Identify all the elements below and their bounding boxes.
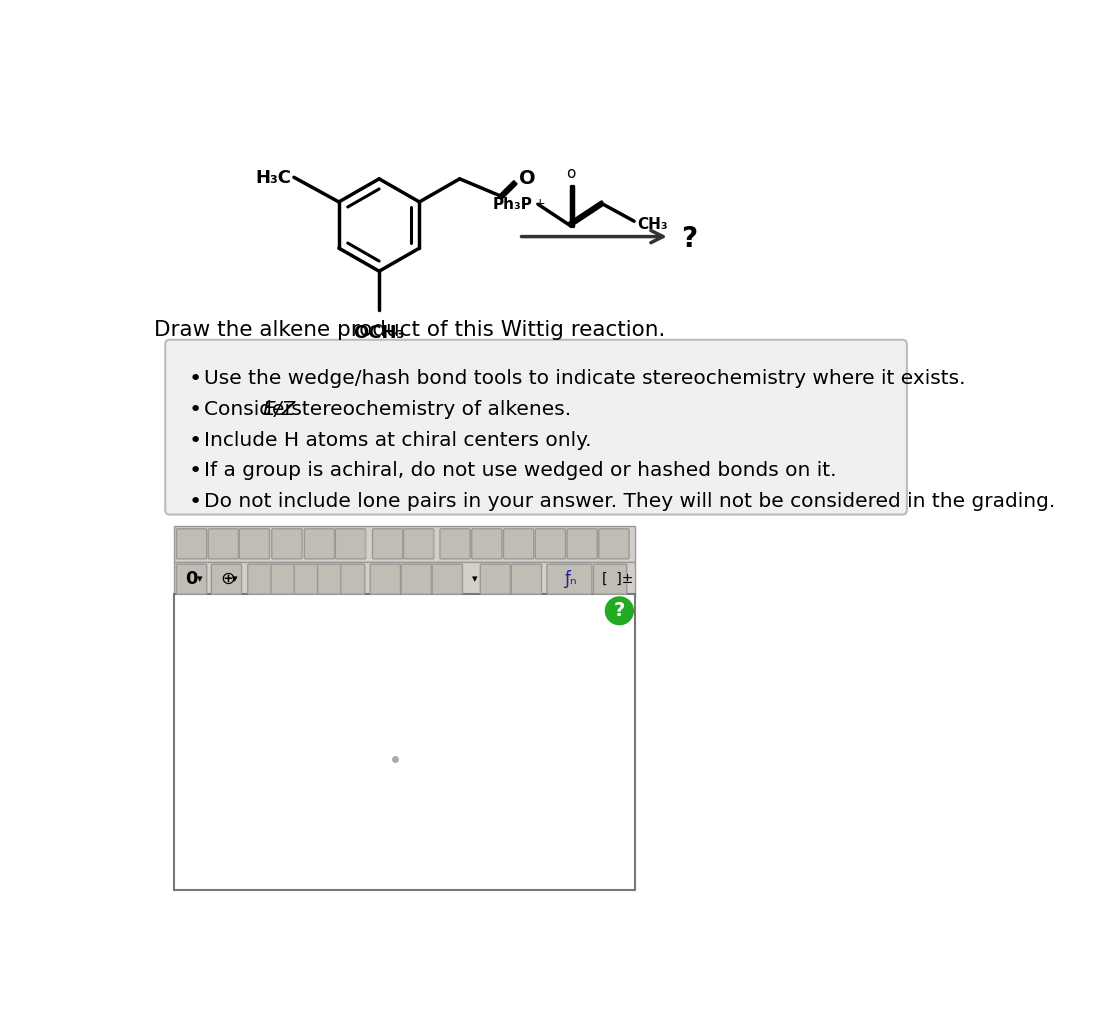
Text: ?: ? bbox=[613, 601, 625, 621]
FancyBboxPatch shape bbox=[271, 564, 296, 594]
FancyBboxPatch shape bbox=[480, 564, 510, 594]
FancyBboxPatch shape bbox=[248, 564, 272, 594]
FancyBboxPatch shape bbox=[239, 529, 270, 559]
Text: ▾: ▾ bbox=[197, 574, 202, 584]
Bar bbox=[173, 526, 634, 562]
FancyBboxPatch shape bbox=[567, 529, 598, 559]
Text: Use the wedge/hash bond tools to indicate stereochemistry where it exists.: Use the wedge/hash bond tools to indicat… bbox=[204, 369, 965, 388]
FancyBboxPatch shape bbox=[536, 529, 565, 559]
Text: ⊕: ⊕ bbox=[220, 570, 236, 588]
FancyBboxPatch shape bbox=[593, 564, 627, 594]
FancyBboxPatch shape bbox=[294, 564, 318, 594]
FancyBboxPatch shape bbox=[401, 564, 431, 594]
Text: ?: ? bbox=[681, 225, 698, 253]
FancyBboxPatch shape bbox=[547, 564, 592, 594]
FancyBboxPatch shape bbox=[432, 564, 462, 594]
FancyBboxPatch shape bbox=[372, 529, 403, 559]
Text: •: • bbox=[189, 461, 202, 481]
FancyBboxPatch shape bbox=[370, 564, 400, 594]
Bar bbox=[173, 562, 634, 597]
Text: Include H atoms at chiral centers only.: Include H atoms at chiral centers only. bbox=[204, 431, 591, 450]
FancyBboxPatch shape bbox=[211, 564, 241, 594]
Text: H₃C: H₃C bbox=[256, 170, 291, 187]
Text: •: • bbox=[189, 431, 202, 451]
FancyBboxPatch shape bbox=[272, 529, 302, 559]
FancyBboxPatch shape bbox=[503, 529, 533, 559]
Text: ▾: ▾ bbox=[232, 574, 238, 584]
Text: +: + bbox=[534, 197, 546, 210]
Text: OCH₃: OCH₃ bbox=[353, 324, 404, 342]
FancyBboxPatch shape bbox=[166, 340, 907, 515]
FancyBboxPatch shape bbox=[318, 564, 341, 594]
FancyBboxPatch shape bbox=[472, 529, 502, 559]
Text: CH₃: CH₃ bbox=[638, 217, 668, 232]
Text: [  ]±: [ ]± bbox=[602, 572, 633, 586]
Text: O: O bbox=[519, 170, 536, 189]
Text: Draw the alkene product of this Wittig reaction.: Draw the alkene product of this Wittig r… bbox=[154, 320, 665, 340]
FancyBboxPatch shape bbox=[336, 529, 366, 559]
Text: If a group is achiral, do not use wedged or hashed bonds on it.: If a group is achiral, do not use wedged… bbox=[204, 461, 837, 480]
Text: E/Z: E/Z bbox=[263, 400, 297, 419]
FancyBboxPatch shape bbox=[177, 529, 207, 559]
FancyBboxPatch shape bbox=[403, 529, 433, 559]
FancyBboxPatch shape bbox=[511, 564, 541, 594]
Text: ƒₙ: ƒₙ bbox=[563, 570, 577, 588]
FancyBboxPatch shape bbox=[208, 529, 239, 559]
Text: Consider: Consider bbox=[204, 400, 299, 419]
Bar bbox=[173, 594, 634, 890]
Text: 0: 0 bbox=[186, 570, 198, 588]
FancyBboxPatch shape bbox=[304, 529, 334, 559]
Text: •: • bbox=[189, 400, 202, 420]
Text: •: • bbox=[189, 369, 202, 389]
FancyBboxPatch shape bbox=[599, 529, 629, 559]
Text: o: o bbox=[565, 166, 575, 182]
Text: stereochemistry of alkenes.: stereochemistry of alkenes. bbox=[284, 400, 571, 419]
Text: Do not include lone pairs in your answer. They will not be considered in the gra: Do not include lone pairs in your answer… bbox=[204, 492, 1055, 512]
FancyBboxPatch shape bbox=[177, 564, 207, 594]
Text: ▾: ▾ bbox=[472, 574, 478, 584]
FancyBboxPatch shape bbox=[341, 564, 364, 594]
FancyBboxPatch shape bbox=[440, 529, 470, 559]
Text: Ph₃P: Ph₃P bbox=[492, 197, 532, 212]
Circle shape bbox=[605, 597, 633, 625]
Text: •: • bbox=[189, 492, 202, 513]
